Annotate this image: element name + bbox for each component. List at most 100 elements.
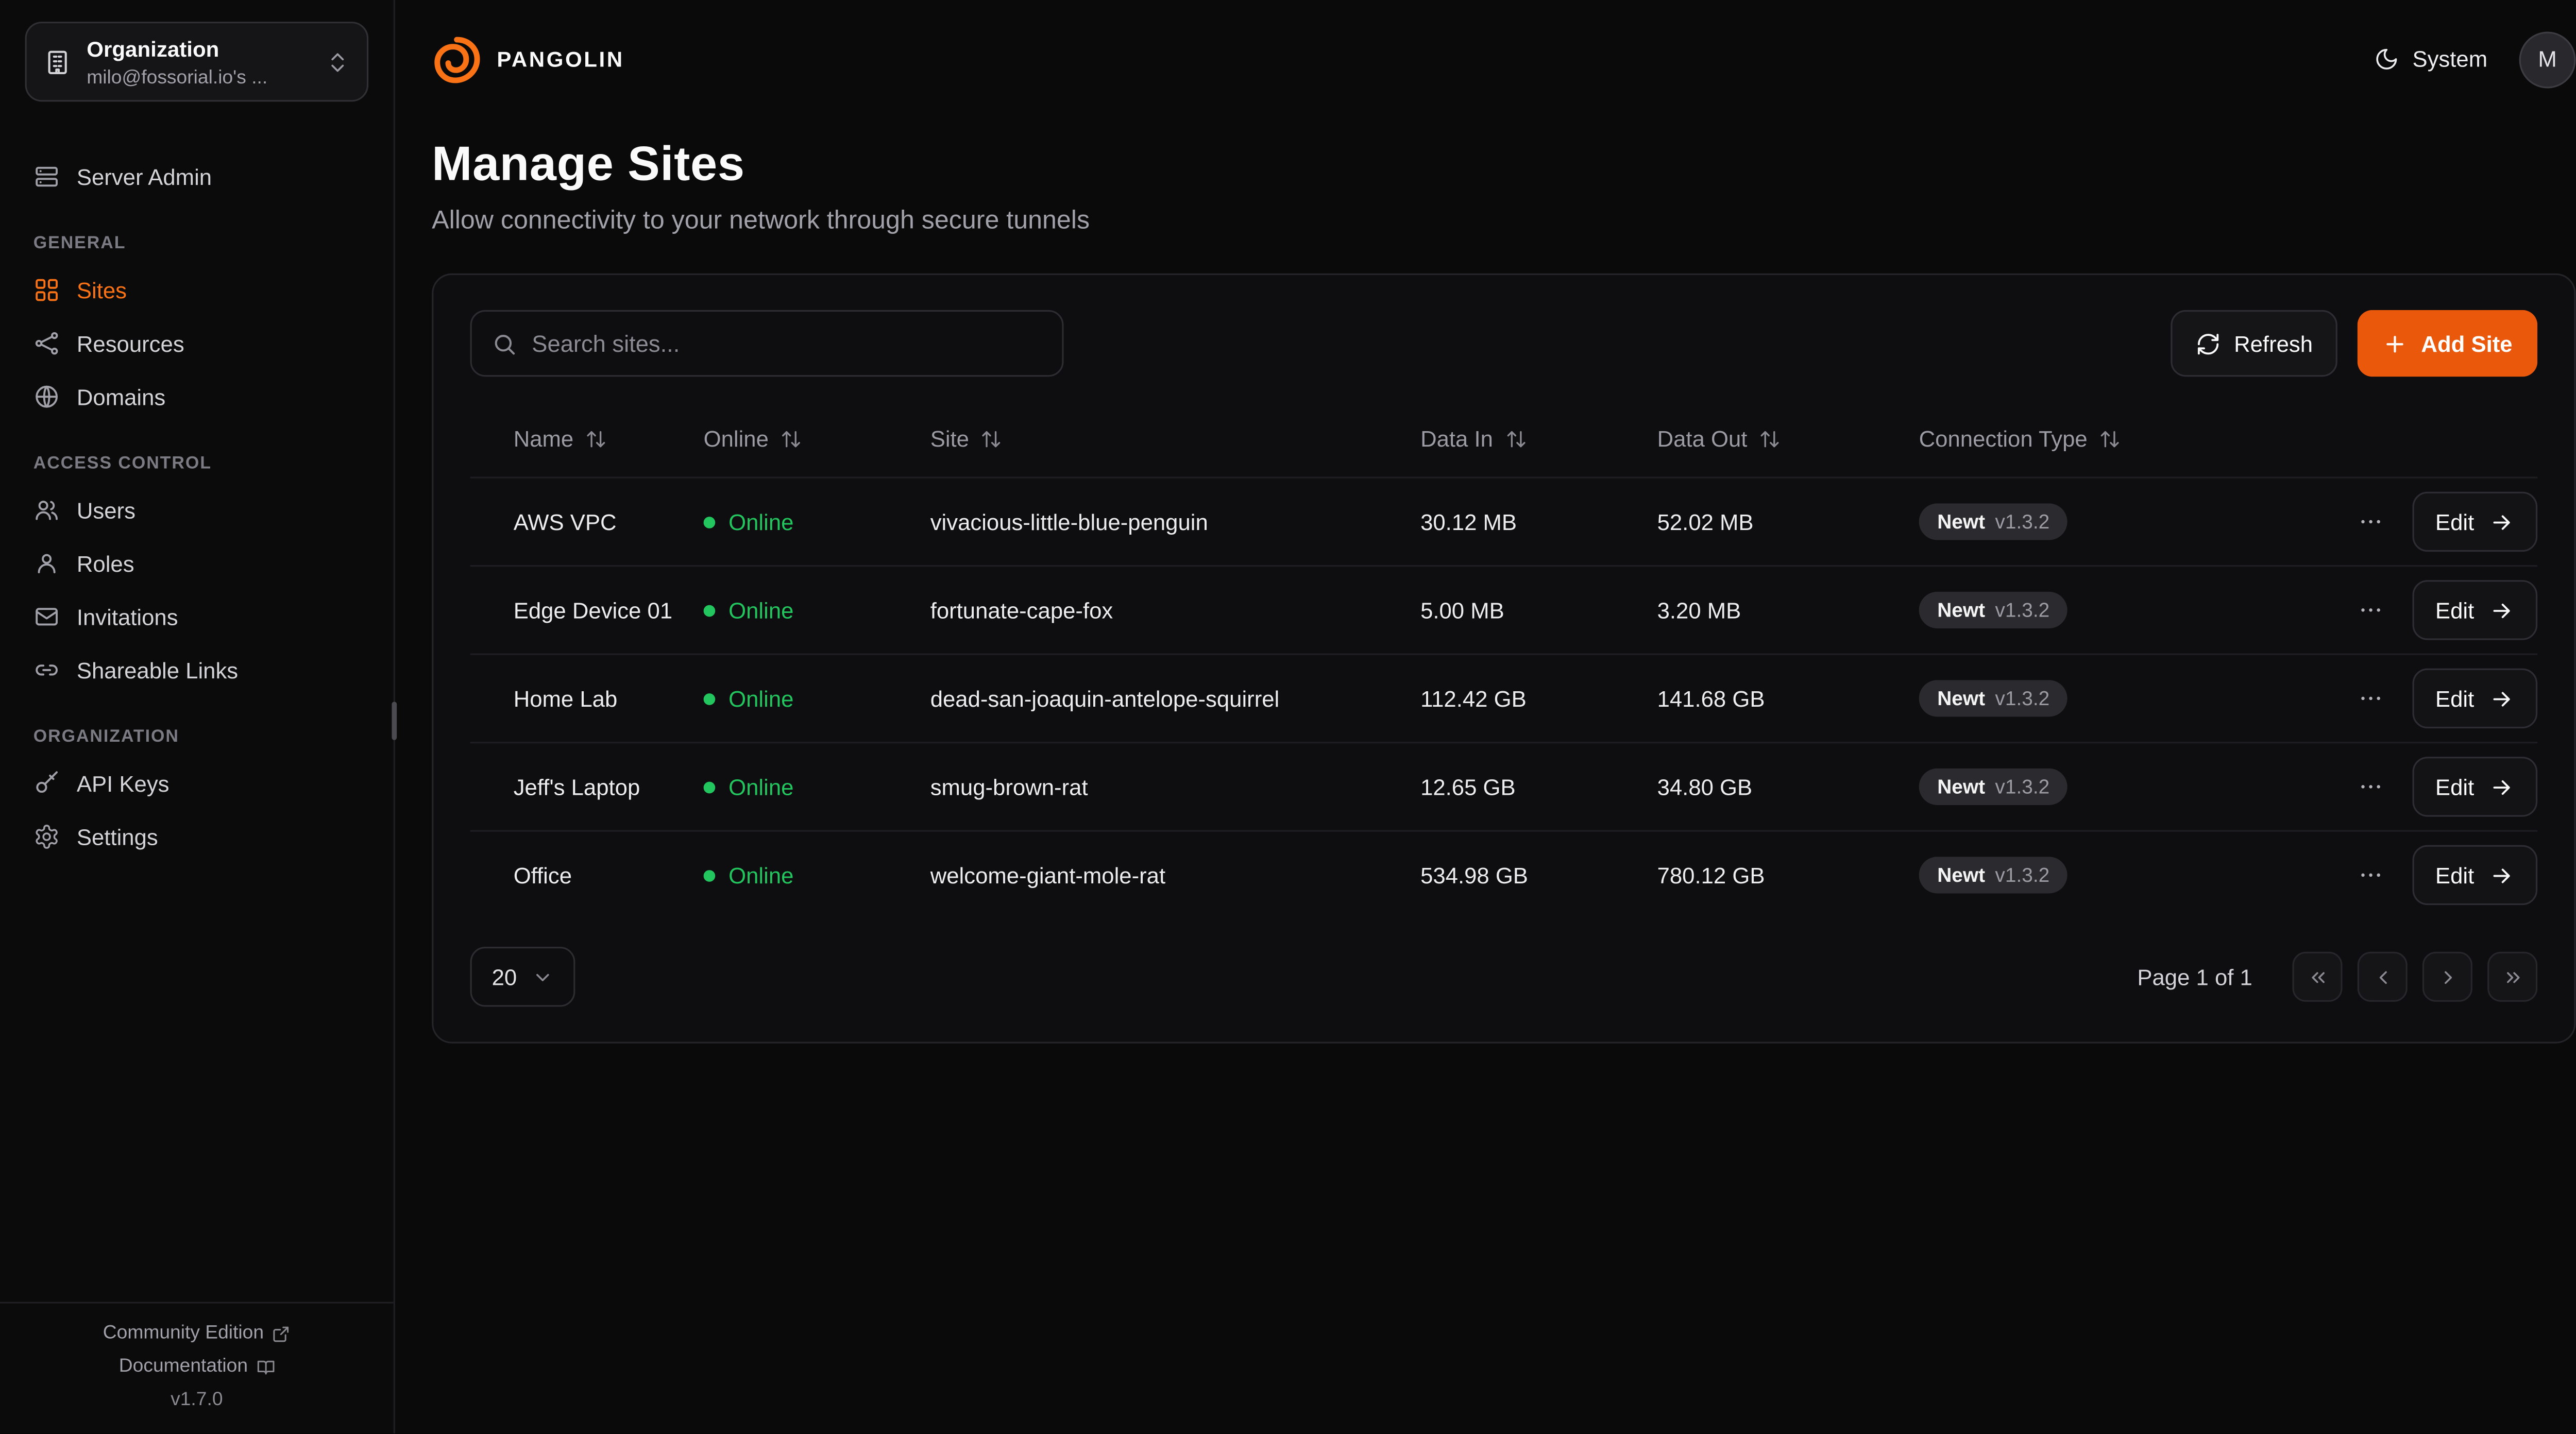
add-site-button[interactable]: Add Site <box>2358 310 2538 377</box>
avatar-initial: M <box>2538 46 2557 72</box>
first-page-button[interactable] <box>2292 951 2343 1002</box>
column-header-data-in[interactable]: Data In <box>1420 426 1657 451</box>
page-size-select[interactable]: 20 <box>470 947 575 1007</box>
table-body: AWS VPC Online vivacious-little-blue-pen… <box>470 476 2538 918</box>
community-edition-label: Community Edition <box>103 1324 264 1344</box>
sidebar-footer: Community Edition Documentation v1.7.0 <box>0 1302 394 1434</box>
site-online-cell: Online <box>703 598 930 623</box>
column-header-site[interactable]: Site <box>930 426 1420 451</box>
search-box <box>470 310 1064 377</box>
sidebar-item-domains[interactable]: Domains <box>20 372 374 422</box>
connection-type-badge: Newt v1.3.2 <box>1919 768 2068 806</box>
row-menu-button[interactable] <box>2350 678 2391 719</box>
edit-label: Edit <box>2435 598 2475 623</box>
column-header-online[interactable]: Online <box>704 426 930 451</box>
edit-button[interactable]: Edit <box>2412 668 2538 729</box>
site-name-cell: Office <box>513 862 572 888</box>
sidebar-item-resources[interactable]: Resources <box>20 318 374 368</box>
arrow-right-icon <box>2489 598 2514 623</box>
section-title-general: GENERAL <box>33 233 126 253</box>
sites-card: Refresh Add Site Name <box>432 273 2576 1044</box>
sidebar-item-label: Users <box>76 497 135 523</box>
edit-button[interactable]: Edit <box>2412 757 2538 817</box>
online-status-dot <box>703 869 716 881</box>
sidebar-item-label: Domains <box>76 384 166 409</box>
data-in-cell: 12.65 GB <box>1420 774 1516 799</box>
column-header-data-out[interactable]: Data Out <box>1657 426 1919 451</box>
row-menu-button[interactable] <box>2350 502 2391 542</box>
sort-icon <box>2099 428 2121 449</box>
chevrons-right-icon <box>2502 966 2523 987</box>
site-tunnel-cell: dead-san-joaquin-antelope-squirrel <box>930 686 1280 711</box>
connection-type-badge: Newt v1.3.2 <box>1919 679 2068 718</box>
community-edition-link[interactable]: Community Edition <box>16 1324 377 1344</box>
share-nodes-icon <box>33 330 60 357</box>
sidebar-item-server-admin[interactable]: Server Admin <box>20 151 374 201</box>
sidebar-item-shareable-links[interactable]: Shareable Links <box>20 645 374 695</box>
brand[interactable]: PANGOLIN <box>432 34 624 84</box>
site-tunnel-cell: welcome-giant-mole-rat <box>930 862 1166 888</box>
last-page-button[interactable] <box>2487 951 2538 1002</box>
sidebar-item-invitations[interactable]: Invitations <box>20 592 374 642</box>
avatar[interactable]: M <box>2519 30 2576 88</box>
data-out-cell: 3.20 MB <box>1657 598 1741 623</box>
site-name-cell: Jeff's Laptop <box>513 774 640 799</box>
table-footer: 20 Page 1 of 1 <box>470 947 2538 1007</box>
arrow-right-icon <box>2489 686 2514 711</box>
brand-name: PANGOLIN <box>497 46 624 72</box>
sidebar-item-api-keys[interactable]: API Keys <box>20 758 374 808</box>
online-status-label: Online <box>728 509 794 535</box>
external-link-icon <box>272 1325 291 1343</box>
site-tunnel-cell: vivacious-little-blue-penguin <box>930 509 1208 535</box>
chevrons-up-down-icon <box>325 49 350 74</box>
column-header-connection-type[interactable]: Connection Type <box>1919 426 2282 451</box>
sidebar-item-label: Settings <box>76 824 158 849</box>
sidebar-item-roles[interactable]: Roles <box>20 538 374 588</box>
edit-button[interactable]: Edit <box>2412 491 2538 552</box>
data-out-cell: 780.12 GB <box>1657 862 1765 888</box>
data-in-cell: 534.98 GB <box>1420 862 1528 888</box>
toolbar-actions: Refresh Add Site <box>2171 310 2538 377</box>
row-menu-button[interactable] <box>2350 855 2391 895</box>
site-name-cell: Edge Device 01 <box>513 598 673 623</box>
sites-table: Name Online Site Data In <box>470 400 2538 918</box>
org-picker[interactable]: Organization milo@fossorial.io's ... <box>25 22 369 102</box>
theme-toggle[interactable]: System <box>2374 47 2487 72</box>
edit-button[interactable]: Edit <box>2412 580 2538 640</box>
connection-version: v1.3.2 <box>1995 775 2050 798</box>
connection-type-cell: Newt v1.3.2 <box>1919 856 2282 894</box>
edit-button[interactable]: Edit <box>2412 845 2538 906</box>
sort-icon <box>781 428 802 449</box>
row-menu-button[interactable] <box>2350 590 2391 630</box>
ellipsis-icon <box>2357 508 2384 535</box>
row-menu-button[interactable] <box>2350 767 2391 807</box>
online-status-label: Online <box>728 774 794 799</box>
refresh-button[interactable]: Refresh <box>2171 310 2338 377</box>
column-header-name[interactable]: Name <box>470 426 704 451</box>
sidebar-resize-handle[interactable] <box>392 702 397 740</box>
row-actions-cell: Edit <box>2282 491 2538 552</box>
section-title-organization: ORGANIZATION <box>33 726 179 747</box>
page-title: Manage Sites <box>432 138 745 192</box>
prev-page-button[interactable] <box>2357 951 2408 1002</box>
connection-type-badge: Newt v1.3.2 <box>1919 503 2068 541</box>
sidebar-item-users[interactable]: Users <box>20 485 374 535</box>
sidebar-item-settings[interactable]: Settings <box>20 812 374 862</box>
table-row: AWS VPC Online vivacious-little-blue-pen… <box>470 476 2538 565</box>
online-status-dot <box>703 604 716 616</box>
online-status-dot <box>703 692 716 705</box>
chevron-right-icon <box>2436 966 2458 987</box>
next-page-button[interactable] <box>2422 951 2472 1002</box>
globe-icon <box>33 383 60 410</box>
table-row: Home Lab Online dead-san-joaquin-antelop… <box>470 653 2538 742</box>
sidebar-item-label: API Keys <box>76 771 170 796</box>
sites-grid-icon <box>33 277 60 303</box>
sidebar-item-label: Shareable Links <box>76 657 239 683</box>
org-picker-title: Organization <box>87 37 219 62</box>
sort-icon <box>585 428 607 449</box>
search-input[interactable] <box>532 330 1042 357</box>
ellipsis-icon <box>2357 774 2384 800</box>
sidebar-item-sites[interactable]: Sites <box>20 265 374 315</box>
documentation-link[interactable]: Documentation <box>16 1357 377 1377</box>
row-actions-cell: Edit <box>2282 845 2538 906</box>
